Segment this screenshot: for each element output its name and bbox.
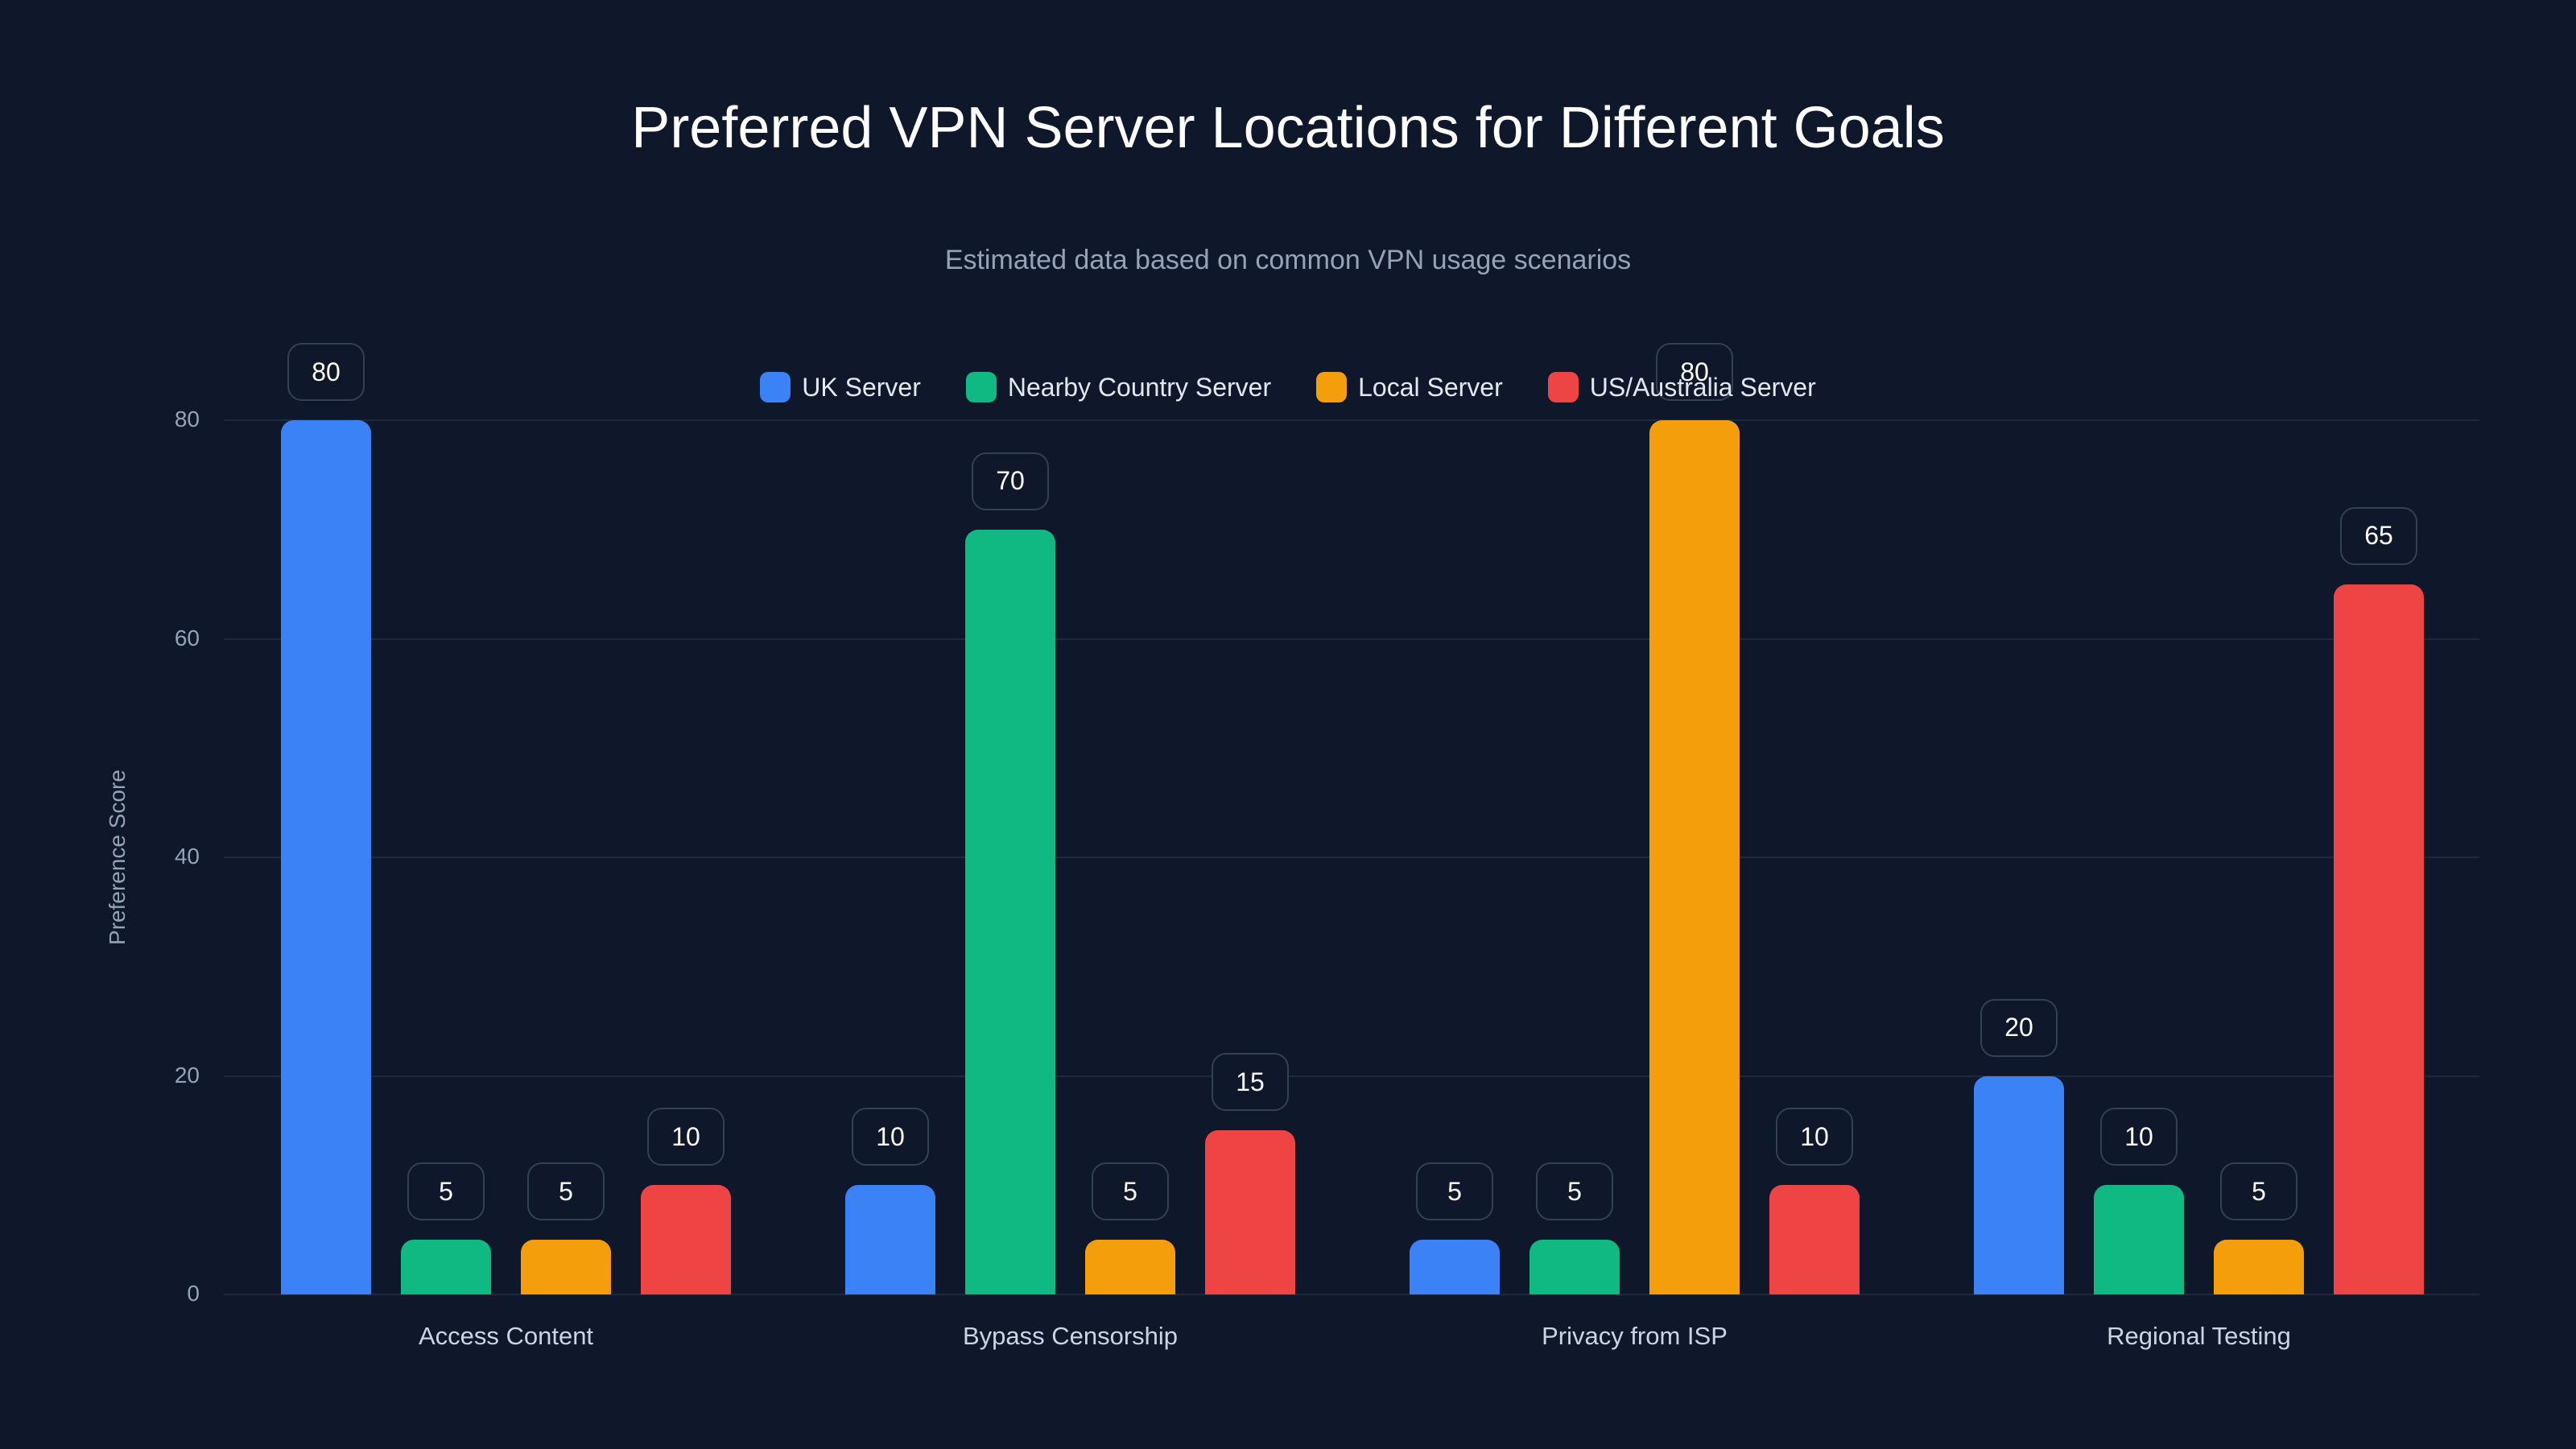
bar[interactable] xyxy=(401,1240,491,1294)
bar[interactable] xyxy=(641,1185,731,1294)
bar[interactable] xyxy=(1974,1075,2064,1294)
bar[interactable] xyxy=(1410,1240,1500,1294)
x-tick-label: Access Content xyxy=(418,1322,594,1350)
value-label: 5 xyxy=(1092,1162,1169,1221)
gridline xyxy=(224,1294,2479,1295)
chart-title: Preferred VPN Server Locations for Diffe… xyxy=(631,96,1945,160)
gridline xyxy=(224,1075,2479,1077)
value-label: 15 xyxy=(1212,1053,1289,1112)
value-label: 10 xyxy=(2100,1108,2178,1166)
legend-swatch-icon xyxy=(1316,372,1348,402)
legend-label: UK Server xyxy=(802,372,921,402)
bar[interactable] xyxy=(2094,1185,2184,1294)
value-label: 20 xyxy=(1980,998,2058,1057)
legend-label: Local Server xyxy=(1358,372,1503,402)
value-label: 10 xyxy=(1776,1108,1853,1166)
legend-item[interactable]: US/Australia Server xyxy=(1547,372,1816,402)
chart-subtitle: Estimated data based on common VPN usage… xyxy=(944,245,1632,275)
y-tick-label: 20 xyxy=(174,1062,200,1088)
bar[interactable] xyxy=(845,1185,935,1294)
bar[interactable] xyxy=(1085,1240,1175,1294)
y-tick-label: 80 xyxy=(174,407,200,431)
y-tick-label: 0 xyxy=(187,1281,200,1306)
value-label: 10 xyxy=(852,1108,929,1166)
legend-swatch-icon xyxy=(1547,372,1579,402)
x-tick-label: Privacy from ISP xyxy=(1542,1322,1728,1350)
value-label: 5 xyxy=(527,1162,605,1221)
value-label: 5 xyxy=(1536,1162,1613,1221)
y-tick-label: 60 xyxy=(174,625,200,650)
gridline xyxy=(224,419,2479,421)
value-label: 65 xyxy=(2340,506,2417,565)
legend: UK Server Nearby Country Server Local Serv… xyxy=(0,372,2576,402)
bar[interactable] xyxy=(281,420,371,1294)
bar[interactable] xyxy=(1530,1240,1620,1294)
bar[interactable] xyxy=(965,529,1055,1294)
value-label: 5 xyxy=(1416,1162,1493,1221)
value-label: 80 xyxy=(287,343,365,401)
x-tick-label: Bypass Censorship xyxy=(962,1322,1179,1350)
gridline xyxy=(224,638,2479,640)
legend-item[interactable]: Nearby Country Server xyxy=(965,372,1272,402)
bar[interactable] xyxy=(1205,1130,1295,1294)
bar[interactable] xyxy=(1769,1185,1860,1294)
value-label: 10 xyxy=(647,1108,724,1166)
value-label: 5 xyxy=(2220,1162,2297,1221)
bar[interactable] xyxy=(2214,1240,2304,1294)
legend-item[interactable]: UK Server xyxy=(760,372,921,402)
gridline xyxy=(224,857,2479,858)
legend-label: Nearby Country Server xyxy=(1007,372,1272,402)
value-label: 80 xyxy=(1656,343,1733,401)
legend-item[interactable]: Local Server xyxy=(1316,372,1503,402)
value-label: 5 xyxy=(407,1162,485,1221)
value-label: 70 xyxy=(972,452,1049,510)
legend-swatch-icon xyxy=(965,372,997,402)
legend-swatch-icon xyxy=(760,372,791,402)
bar[interactable] xyxy=(2334,584,2424,1294)
bar[interactable] xyxy=(521,1240,611,1294)
bar[interactable] xyxy=(1649,420,1740,1294)
x-tick-label: Regional Testing xyxy=(2107,1322,2291,1350)
y-tick-label: 40 xyxy=(174,844,200,869)
legend-label: US/Australia Server xyxy=(1589,372,1816,402)
